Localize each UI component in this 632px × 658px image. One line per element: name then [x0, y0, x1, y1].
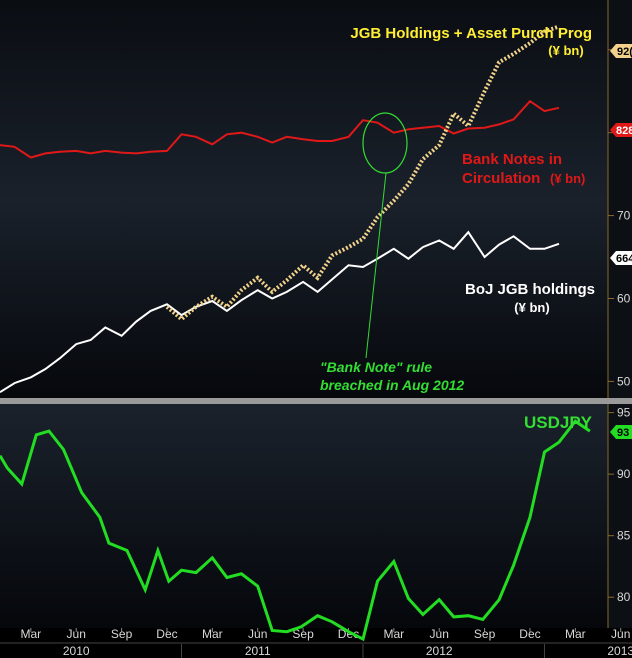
bank-notes-label-line2: Circulation — [462, 170, 540, 187]
xtick-label: Jun — [430, 627, 449, 641]
xtick-label: Mar — [565, 627, 586, 641]
bank-notes-badge: 828 — [610, 123, 632, 137]
upper-series-group — [0, 24, 560, 394]
xtick-label: Jun — [611, 627, 630, 641]
panel-divider — [0, 398, 632, 404]
svg-text:664: 664 — [616, 253, 632, 265]
upper-ytick-label: 50 — [617, 374, 631, 388]
xtick-label: Jun — [248, 627, 267, 641]
upper-y-ticks: 9080706050 — [608, 43, 631, 388]
x-ticks: Mar Jun Sep Dec Mar Jun Sep Dec Mar Jun Sep Dec Mar J… — [21, 627, 632, 658]
lower-ytick-label: 80 — [617, 590, 631, 604]
boj-jgb-unit: (¥ bn) — [514, 300, 549, 315]
boj-jgb-badge: 664 — [610, 251, 632, 265]
usdjpy-badge: 93 — [610, 425, 632, 439]
lower-panel-background — [0, 404, 608, 628]
jgb-app-title: JGB Holdings + Asset Purch Prog — [350, 25, 592, 42]
xtick-label: Sep — [474, 627, 496, 641]
breach-highlight-ellipse — [362, 112, 408, 174]
svg-text:93: 93 — [617, 427, 629, 439]
upper-ytick-label: 60 — [617, 292, 631, 306]
lower-ytick-label: 90 — [617, 467, 631, 481]
lower-ytick-label: 85 — [617, 529, 631, 543]
jgb-app-badge: 92( — [610, 44, 632, 58]
boj-jgb-label: BoJ JGB holdings — [465, 281, 595, 298]
year-label: 2010 — [63, 644, 90, 658]
xtick-label: Sep — [111, 627, 133, 641]
breach-pointer-line — [365, 172, 387, 359]
rule-breach-line1: "Bank Note" rule — [320, 359, 432, 375]
year-label: 2011 — [245, 644, 271, 658]
lower-y-ticks: 95 90 85 80 — [608, 406, 631, 604]
jgb-app-unit: (¥ bn) — [548, 43, 583, 58]
upper-ytick-label: 70 — [617, 209, 631, 223]
lower-ytick-label: 95 — [617, 406, 631, 420]
year-label: 2013 — [607, 644, 632, 658]
svg-text:92(: 92( — [617, 46, 632, 58]
xtick-label: Mar — [384, 627, 405, 641]
bank-notes-label-line1: Bank Notes in — [462, 151, 562, 168]
xtick-label: Dec — [338, 627, 359, 641]
svg-text:828: 828 — [616, 125, 632, 137]
rule-breach-line2: breached in Aug 2012 — [320, 377, 464, 393]
xtick-label: Mar — [202, 627, 223, 641]
xtick-label: Jun — [67, 627, 86, 641]
year-label: 2012 — [426, 644, 453, 658]
lower-series-group — [0, 419, 591, 642]
xtick-label: Dec — [519, 627, 540, 641]
xtick-label: Mar — [21, 627, 42, 641]
boj-jgb-line — [0, 230, 560, 394]
xtick-label: Dec — [156, 627, 177, 641]
bank-notes-unit: (¥ bn) — [550, 171, 585, 186]
bank-notes-line — [0, 99, 560, 159]
usdjpy-line — [0, 419, 591, 642]
xtick-label: Sep — [292, 627, 314, 641]
usdjpy-label: USDJPY — [524, 413, 593, 432]
